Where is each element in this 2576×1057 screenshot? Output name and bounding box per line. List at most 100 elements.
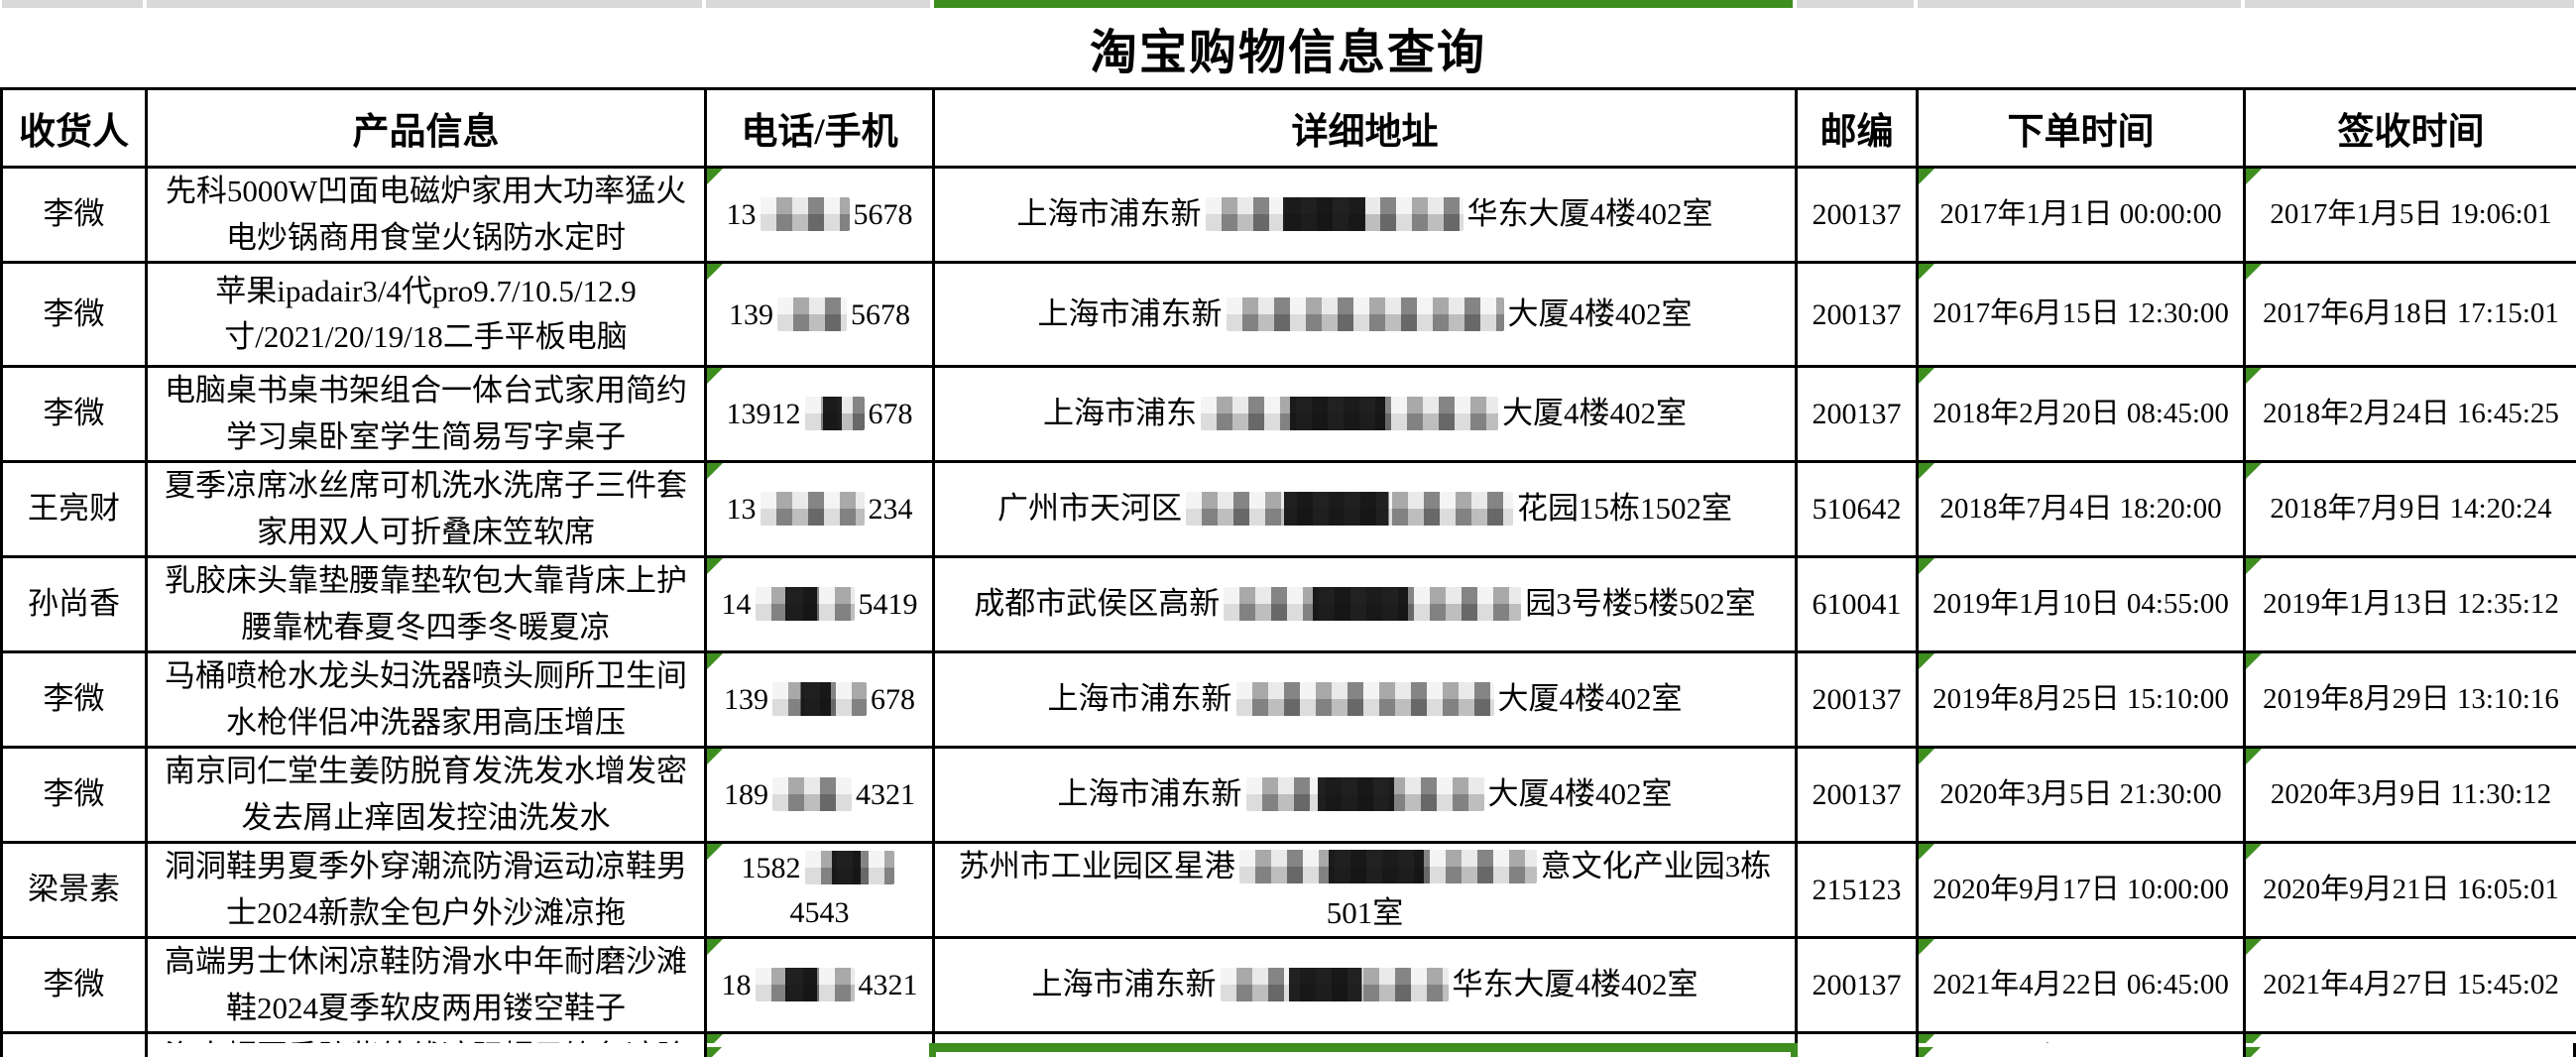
- censor-mosaic: [772, 777, 852, 811]
- censor-mosaic: [1226, 296, 1504, 331]
- column-header-zip[interactable]: 邮编: [1795, 87, 1919, 169]
- censor-mosaic: [777, 296, 847, 331]
- cell-sliver: [2, 0, 143, 8]
- sign-time-cell[interactable]: 2021年4月27日 15:45:02: [2243, 936, 2576, 1034]
- column-header-product[interactable]: 产品信息: [145, 87, 707, 169]
- phone-cell[interactable]: 14 5419: [704, 555, 935, 653]
- column-border: [704, 1043, 707, 1057]
- product-cell[interactable]: 马桶喷枪水龙头妇洗器喷头厕所卫生间水枪伴侣冲洗器家用高压增压: [145, 650, 707, 749]
- address-cell[interactable]: 上海市浦东 大厦4楼402室: [932, 365, 1798, 463]
- zip-cell[interactable]: 200137: [1795, 650, 1919, 749]
- order-time-cell[interactable]: 2020年3月5日 21:30:00: [1916, 746, 2246, 844]
- phone-cell[interactable]: 13912 678: [704, 365, 935, 463]
- address-cell[interactable]: 上海市浦东新 大厦4楼402室: [932, 746, 1798, 844]
- cell-sliver: [706, 0, 930, 8]
- sign-time-cell[interactable]: 2018年7月9日 14:20:24: [2243, 460, 2576, 558]
- phone-cell[interactable]: 1582 4543: [704, 841, 935, 939]
- sign-time-cell[interactable]: 2020年3月9日 11:30:12: [2243, 746, 2576, 844]
- column-header-address[interactable]: 详细地址: [932, 87, 1798, 169]
- order-time-cell[interactable]: 2017年6月15日 12:30:00: [1916, 261, 2246, 368]
- visible-text: 4543: [789, 895, 850, 929]
- column-border: [2573, 1043, 2576, 1057]
- visible-text: 上海市浦东新: [1037, 295, 1223, 331]
- visible-text: 139: [729, 297, 773, 331]
- visible-text: 234: [868, 493, 913, 526]
- column-header-sign-time[interactable]: 签收时间: [2243, 87, 2576, 169]
- zip-cell[interactable]: 200137: [1795, 166, 1919, 264]
- censor-mosaic: [1220, 968, 1449, 1002]
- phone-cell[interactable]: 13 5678: [704, 166, 935, 264]
- sign-time-cell[interactable]: 2020年9月21日 16:05:01: [2243, 841, 2576, 939]
- zip-cell[interactable]: 610041: [1795, 555, 1919, 653]
- product-cell[interactable]: 乳胶床头靠垫腰靠垫软包大靠背床上护腰靠枕春夏冬四季冬暖夏凉: [145, 555, 707, 653]
- address-cell[interactable]: 上海市浦东新 大厦4楼402室: [932, 650, 1798, 749]
- order-time-cell[interactable]: 2018年7月4日 18:20:00: [1916, 460, 2246, 558]
- visible-text: 678: [871, 683, 915, 716]
- order-time-cell[interactable]: 2021年4月22日 06:45:00: [1916, 936, 2246, 1034]
- order-time-cell[interactable]: 2018年2月20日 08:45:00: [1916, 365, 2246, 463]
- phone-cell[interactable]: 18 4321: [704, 936, 935, 1034]
- zip-cell[interactable]: 200137: [1795, 746, 1919, 844]
- visible-text: 4321: [856, 778, 915, 811]
- visible-text: 139: [724, 683, 768, 716]
- product-cell[interactable]: 电脑桌书桌书架组合一体台式家用简约学习桌卧室学生简易写字桌子: [145, 365, 707, 463]
- phone-cell[interactable]: 139 678: [704, 650, 935, 749]
- column-header-recipient[interactable]: 收货人: [0, 87, 148, 169]
- sign-time-cell[interactable]: 2019年8月29日 13:10:16: [2243, 650, 2576, 749]
- sign-time-cell[interactable]: 2017年1月5日 19:06:01: [2243, 166, 2576, 264]
- recipient-cell[interactable]: 李微: [0, 936, 148, 1034]
- table-row: 梁景素 洞洞鞋男夏季外穿潮流防滑运动凉鞋男士2024新款全包户外沙滩凉拖 1582 4…: [0, 841, 2576, 939]
- recipient-cell[interactable]: 孙尚香: [0, 555, 148, 653]
- phone-cell[interactable]: 139 5678: [704, 261, 935, 368]
- product-cell[interactable]: 洞洞鞋男夏季外穿潮流防滑运动凉鞋男士2024新款全包户外沙滩凉拖: [145, 841, 707, 939]
- recipient-cell[interactable]: 李微: [0, 650, 148, 749]
- sign-time-cell[interactable]: 2019年1月13日 12:35:12: [2243, 555, 2576, 653]
- recipient-cell[interactable]: 李微: [0, 365, 148, 463]
- visible-text: 189: [724, 778, 768, 811]
- zip-cell[interactable]: 215123: [1795, 841, 1919, 939]
- zip-cell[interactable]: 510642: [1795, 460, 1919, 558]
- orders-table: 收货人 产品信息 电话/手机 详细地址 邮编 下单时间 签收时间 李微 先科5000W凹面电磁…: [0, 87, 2576, 1057]
- recipient-cell[interactable]: 王亮财: [0, 460, 148, 558]
- sign-time-cell[interactable]: 2017年6月18日 17:15:01: [2243, 261, 2576, 368]
- zip-cell[interactable]: 200137: [1795, 365, 1919, 463]
- order-time-cell[interactable]: 2017年1月1日 00:00:00: [1916, 166, 2246, 264]
- visible-text: 上海市浦东新: [1031, 967, 1217, 1002]
- product-cell[interactable]: 高端男士休闲凉鞋防滑水中年耐磨沙滩鞋2024夏季软皮两用镂空鞋子: [145, 936, 707, 1034]
- censor-mosaic: [1245, 777, 1484, 812]
- address-cell[interactable]: 成都市武侯区高新 园3号楼5楼502室: [932, 555, 1798, 653]
- table-row: 李微 南京同仁堂生姜防脱育发洗发水增发密发去屑止痒固发控油洗发水 189 4321 上海…: [0, 746, 2576, 844]
- visible-text: 华东大厦4楼402室: [1466, 196, 1713, 232]
- address-cell[interactable]: 广州市天河区 花园15栋1502室: [932, 460, 1798, 558]
- cell-sliver: [1797, 0, 1914, 8]
- sign-time-cell[interactable]: 2018年2月24日 16:45:25: [2243, 365, 2576, 463]
- recipient-cell[interactable]: 李微: [0, 261, 148, 368]
- selection-bar: [929, 1043, 1798, 1052]
- censor-mosaic: [804, 850, 894, 884]
- address-cell[interactable]: 上海市浦东新 华东大厦4楼402室: [932, 936, 1798, 1034]
- visible-text: 13: [726, 198, 757, 231]
- order-time-cell[interactable]: 2019年1月10日 04:55:00: [1916, 555, 2246, 653]
- product-cell[interactable]: 苹果ipadair3/4代pro9.7/10.5/12.9寸/2021/20/1…: [145, 261, 707, 368]
- visible-text: 大厦4楼402室: [1497, 681, 1683, 717]
- product-cell[interactable]: 先科5000W凹面电磁炉家用大功率猛火电炒锅商用食堂火锅防水定时: [145, 166, 707, 264]
- order-time-cell[interactable]: 2020年9月17日 10:00:00: [1916, 841, 2246, 939]
- visible-text: 园3号楼5楼502室: [1525, 586, 1756, 622]
- zip-cell[interactable]: 200137: [1795, 936, 1919, 1034]
- address-cell[interactable]: 苏州市工业园区星港 意文化产业园3栋501室: [932, 841, 1798, 939]
- recipient-cell[interactable]: 梁景素: [0, 841, 148, 939]
- censor-mosaic: [772, 682, 867, 716]
- column-header-order-time[interactable]: 下单时间: [1916, 87, 2246, 169]
- phone-cell[interactable]: 13 234: [704, 460, 935, 558]
- product-cell[interactable]: 夏季凉席冰丝席可机洗水洗席子三件套家用双人可折叠床笠软席: [145, 460, 707, 558]
- recipient-cell[interactable]: 李微: [0, 166, 148, 264]
- recipient-cell[interactable]: 李微: [0, 746, 148, 844]
- table-row: 李微 高端男士休闲凉鞋防滑水中年耐磨沙滩鞋2024夏季软皮两用镂空鞋子 18 4321…: [0, 936, 2576, 1034]
- phone-cell[interactable]: 189 4321: [704, 746, 935, 844]
- zip-cell[interactable]: 200137: [1795, 261, 1919, 368]
- order-time-cell[interactable]: 2019年8月25日 15:10:00: [1916, 650, 2246, 749]
- product-cell[interactable]: 南京同仁堂生姜防脱育发洗发水增发密发去屑止痒固发控油洗发水: [145, 746, 707, 844]
- address-cell[interactable]: 上海市浦东新 大厦4楼402室: [932, 261, 1798, 368]
- address-cell[interactable]: 上海市浦东新 华东大厦4楼402室: [932, 166, 1798, 264]
- column-header-phone[interactable]: 电话/手机: [704, 87, 935, 169]
